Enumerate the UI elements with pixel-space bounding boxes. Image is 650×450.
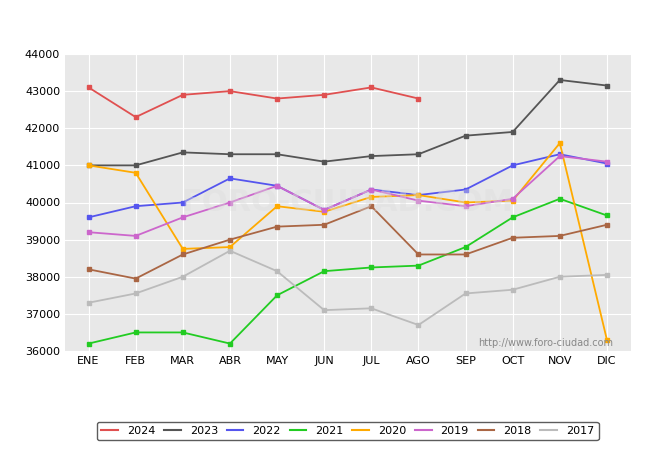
Text: http://www.foro-ciudad.com: http://www.foro-ciudad.com	[478, 338, 614, 348]
Text: FORO-CIUDAD.COM: FORO-CIUDAD.COM	[182, 188, 514, 217]
Legend: 2024, 2023, 2022, 2021, 2020, 2019, 2018, 2017: 2024, 2023, 2022, 2021, 2020, 2019, 2018…	[97, 422, 599, 441]
Text: Afiliados en Dos Hermanas a 31/8/2024: Afiliados en Dos Hermanas a 31/8/2024	[146, 18, 504, 36]
